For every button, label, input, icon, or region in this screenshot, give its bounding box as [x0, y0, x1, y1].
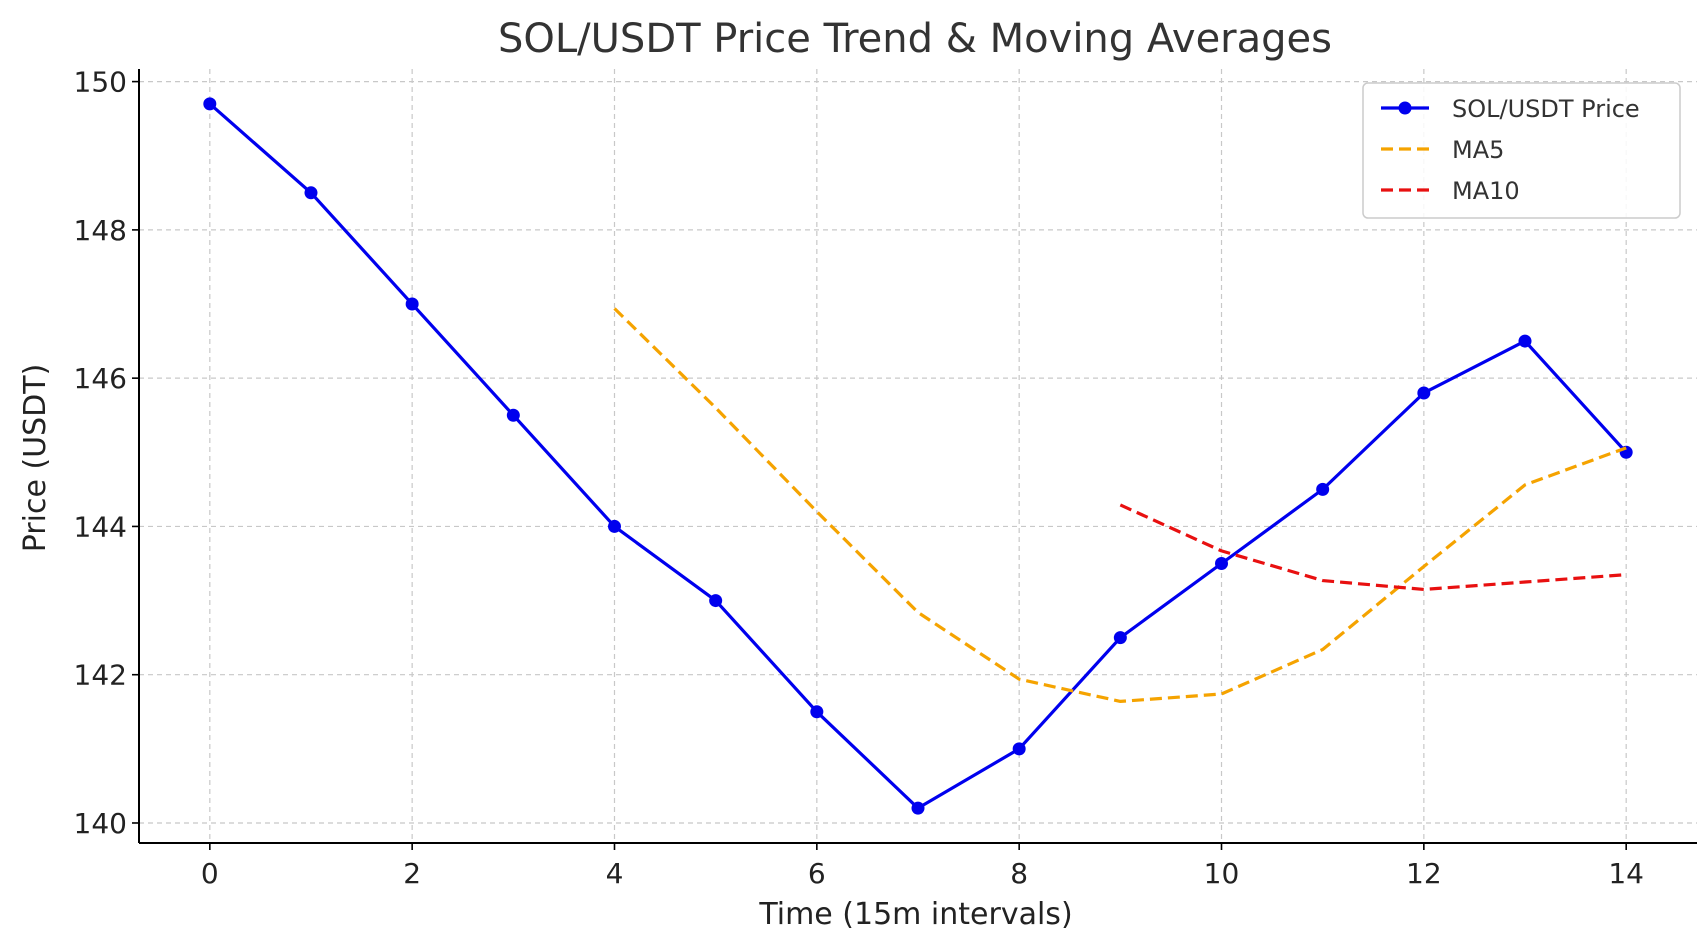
y-tick-label: 146: [74, 362, 127, 395]
data-point: [203, 97, 217, 111]
x-tick-label: 0: [201, 857, 219, 890]
x-tick-label: 12: [1406, 857, 1442, 890]
data-point: [810, 705, 824, 719]
legend-label: MA10: [1452, 177, 1520, 205]
y-tick-label: 148: [74, 214, 127, 247]
y-axis-label: Price (USDT): [18, 364, 53, 553]
legend-item-ma5: MA5: [1381, 136, 1504, 164]
chart-title: SOL/USDT Price Trend & Moving Averages: [498, 16, 1332, 62]
series-line-ma5: [613, 307, 1627, 704]
data-point: [1619, 445, 1633, 459]
y-tick-label: 142: [74, 659, 127, 692]
data-point: [1012, 742, 1026, 756]
legend-item-sol-usdt-price: SOL/USDT Price: [1381, 95, 1640, 123]
x-axis-label: Time (15m intervals): [758, 897, 1072, 932]
data-point: [304, 186, 318, 200]
x-tick-label: 8: [1010, 857, 1028, 890]
y-tick-label: 144: [74, 510, 127, 543]
data-point: [506, 408, 520, 422]
series-group: [203, 97, 1633, 815]
data-point: [1113, 631, 1127, 645]
series-ma10: [1119, 503, 1627, 592]
data-point: [607, 519, 621, 533]
ticks: 0 2 4 6 8 10 12 14 140 142 144 146 148 150: [74, 66, 1644, 890]
legend-label: MA5: [1452, 136, 1504, 164]
series-sol-usdt-price: [203, 97, 1633, 815]
legend-label: SOL/USDT Price: [1452, 95, 1640, 123]
legend: SOL/USDT Price MA5 MA10: [1362, 82, 1681, 219]
legend-item-ma10: MA10: [1381, 177, 1520, 205]
x-tick-label: 10: [1204, 857, 1240, 890]
data-point: [1215, 557, 1229, 570]
y-tick-label: 140: [74, 807, 127, 840]
series-line-ma10: [1119, 503, 1627, 592]
data-point: [1417, 386, 1431, 400]
data-point: [911, 801, 925, 815]
x-tick-label: 6: [808, 857, 826, 890]
data-point: [1316, 482, 1330, 496]
axes: [138, 69, 1697, 844]
data-point: [709, 594, 723, 608]
x-tick-label: 2: [403, 857, 421, 890]
series-ma5: [613, 307, 1627, 704]
data-point: [1518, 334, 1532, 348]
y-tick-label: 150: [74, 66, 127, 99]
x-tick-label: 4: [606, 857, 624, 890]
x-tick-label: 14: [1608, 857, 1644, 890]
legend-marker: [1398, 101, 1412, 115]
data-point: [405, 297, 419, 311]
legend-box: [1362, 82, 1681, 219]
